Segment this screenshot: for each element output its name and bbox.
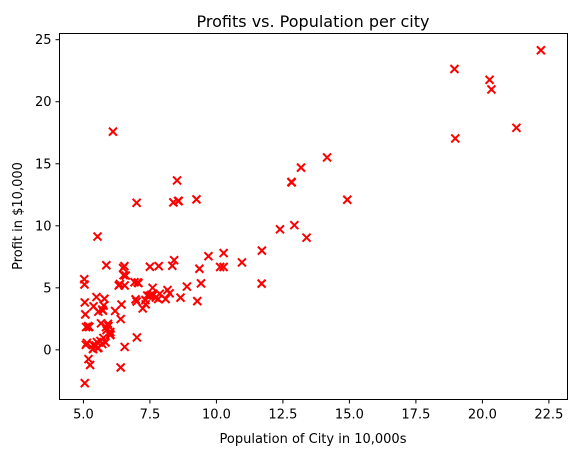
data-point-marker: [83, 354, 94, 364]
data-point-marker: [173, 196, 183, 206]
data-point-marker: [218, 248, 229, 258]
y-tick-label: 5: [43, 281, 51, 296]
data-point-marker: [511, 123, 522, 133]
data-point-marker: [98, 300, 109, 311]
data-point-marker: [147, 283, 158, 293]
data-point-marker: [129, 277, 140, 287]
x-tick-label: 12.5: [268, 408, 297, 423]
y-tick-label: 0: [43, 343, 51, 358]
data-point-marker: [80, 297, 90, 308]
data-point-marker: [342, 195, 352, 205]
y-axis-ticks: 0 5 10 15 20 25: [35, 33, 60, 358]
x-tick-label: 17.5: [401, 408, 430, 423]
data-point-marker: [167, 261, 177, 271]
data-point-marker: [80, 309, 91, 320]
data-point-marker: [194, 264, 205, 274]
data-point-marker: [196, 278, 206, 289]
data-point-marker: [142, 290, 152, 301]
data-point-marker: [172, 175, 182, 186]
data-point-marker: [296, 162, 306, 173]
x-tick-label: 20.0: [468, 408, 497, 423]
x-axis-ticks: 5.0 7.5 10.0 12.5 15.0 17.5 20.0 22.5: [73, 399, 563, 423]
y-axis-label: Profit in $10,000: [11, 162, 26, 270]
data-point-marker: [119, 280, 130, 291]
data-point-marker: [484, 75, 495, 85]
data-points: [79, 45, 546, 388]
data-point-marker: [218, 262, 229, 272]
data-point-marker: [322, 152, 332, 163]
data-point-marker: [237, 257, 247, 268]
data-point-marker: [132, 277, 143, 288]
data-point-marker: [486, 84, 497, 95]
data-point-marker: [151, 292, 161, 303]
data-point-marker: [84, 322, 94, 332]
plot-frame: [59, 33, 568, 400]
data-point-marker: [169, 255, 179, 265]
data-point-marker: [145, 262, 155, 272]
data-point-marker: [118, 270, 129, 280]
data-point-marker: [131, 198, 142, 208]
data-point-marker: [182, 281, 192, 292]
data-point-marker: [160, 294, 171, 304]
data-point-marker: [131, 296, 142, 307]
data-point-marker: [286, 177, 297, 187]
data-point-marker: [289, 220, 300, 230]
data-point-marker: [91, 292, 102, 302]
x-tick-label: 7.5: [140, 408, 161, 423]
data-point-marker: [153, 261, 164, 271]
y-tick-label: 20: [35, 95, 52, 110]
data-point-marker: [119, 342, 130, 352]
x-tick-label: 10.0: [202, 408, 231, 423]
data-point-marker: [108, 126, 118, 137]
data-point-marker: [275, 224, 285, 234]
data-point-marker: [119, 261, 130, 271]
data-point-marker: [80, 378, 90, 388]
y-tick-label: 25: [35, 33, 52, 48]
data-point-marker: [101, 325, 112, 335]
data-point-marker: [121, 270, 131, 281]
data-point-marker: [256, 278, 267, 289]
data-point-marker: [115, 362, 126, 373]
data-point-marker: [81, 340, 91, 350]
data-point-marker: [257, 245, 267, 256]
chart-title: Profits vs. Population per city: [197, 12, 430, 31]
x-tick-label: 15.0: [335, 408, 364, 423]
data-point-marker: [93, 343, 104, 353]
data-point-marker: [140, 299, 151, 310]
data-point-marker: [162, 285, 173, 295]
y-tick-label: 15: [35, 157, 52, 172]
data-point-marker: [192, 296, 202, 306]
data-point-marker: [301, 233, 312, 243]
data-point-marker: [79, 279, 90, 290]
data-point-marker: [132, 332, 142, 343]
data-point-marker: [115, 314, 126, 324]
data-point-marker: [191, 194, 202, 205]
data-point-marker: [536, 45, 546, 55]
x-tick-label: 5.0: [73, 408, 94, 423]
data-point-marker: [101, 260, 112, 270]
data-point-marker: [215, 262, 225, 272]
x-axis-label: Population of City in 10,000s: [220, 432, 407, 447]
y-tick-label: 10: [35, 219, 52, 234]
data-point-marker: [81, 322, 91, 332]
data-point-marker: [450, 133, 460, 144]
data-point-marker: [203, 251, 214, 261]
data-point-marker: [92, 231, 103, 242]
data-point-marker: [175, 292, 186, 303]
data-point-marker: [110, 306, 120, 316]
x-tick-label: 22.5: [534, 408, 563, 423]
data-point-marker: [449, 64, 460, 74]
